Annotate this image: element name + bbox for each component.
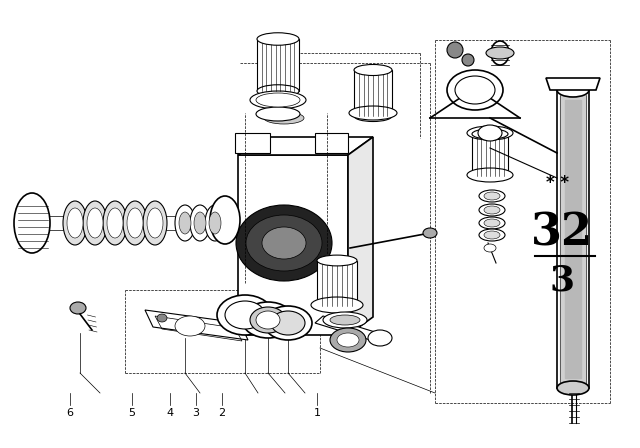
Ellipse shape (491, 41, 509, 65)
Ellipse shape (472, 129, 508, 139)
Ellipse shape (256, 311, 280, 329)
Ellipse shape (447, 42, 463, 58)
Ellipse shape (67, 208, 83, 238)
Polygon shape (145, 310, 248, 340)
Polygon shape (565, 100, 581, 378)
Ellipse shape (107, 208, 123, 238)
Ellipse shape (479, 217, 505, 229)
Text: * *: * * (545, 174, 568, 192)
Ellipse shape (462, 54, 474, 66)
Bar (354, 70, 392, 116)
Ellipse shape (354, 65, 392, 76)
Ellipse shape (467, 126, 513, 140)
Ellipse shape (143, 201, 167, 245)
Ellipse shape (330, 328, 366, 352)
Polygon shape (238, 137, 373, 155)
Ellipse shape (264, 112, 304, 124)
Text: 1: 1 (314, 408, 321, 418)
Polygon shape (348, 137, 373, 335)
Ellipse shape (330, 315, 360, 325)
Ellipse shape (354, 111, 392, 121)
Text: 4: 4 (166, 408, 173, 418)
Bar (557, 90, 589, 388)
Ellipse shape (323, 312, 367, 328)
Ellipse shape (103, 201, 127, 245)
Text: 5: 5 (129, 408, 136, 418)
Ellipse shape (257, 33, 299, 45)
Ellipse shape (486, 47, 514, 59)
Text: 32: 32 (531, 211, 593, 254)
Ellipse shape (210, 196, 240, 244)
Ellipse shape (311, 297, 363, 313)
Ellipse shape (467, 168, 513, 182)
Ellipse shape (472, 171, 508, 181)
Ellipse shape (368, 330, 392, 346)
Ellipse shape (250, 91, 306, 109)
Ellipse shape (179, 212, 191, 234)
Ellipse shape (127, 208, 143, 238)
Polygon shape (315, 316, 388, 343)
Ellipse shape (256, 107, 300, 121)
Text: 6: 6 (67, 408, 74, 418)
Ellipse shape (447, 70, 503, 110)
Polygon shape (315, 133, 348, 153)
Ellipse shape (123, 201, 147, 245)
Polygon shape (238, 155, 348, 335)
Ellipse shape (14, 193, 50, 253)
Ellipse shape (484, 192, 500, 200)
Ellipse shape (257, 85, 299, 97)
Ellipse shape (262, 227, 306, 259)
Text: 3: 3 (193, 408, 200, 418)
Text: 2: 2 (218, 408, 225, 418)
Polygon shape (235, 133, 270, 153)
Ellipse shape (209, 212, 221, 234)
Polygon shape (560, 95, 586, 383)
Ellipse shape (423, 228, 437, 238)
Ellipse shape (484, 219, 500, 227)
Ellipse shape (484, 231, 500, 239)
Ellipse shape (205, 205, 225, 241)
Ellipse shape (337, 333, 359, 347)
Ellipse shape (157, 314, 167, 322)
Ellipse shape (478, 125, 502, 141)
Ellipse shape (479, 204, 505, 216)
Ellipse shape (175, 316, 205, 336)
Ellipse shape (236, 205, 332, 281)
Ellipse shape (484, 206, 500, 214)
Ellipse shape (479, 190, 505, 202)
Ellipse shape (175, 205, 195, 241)
Ellipse shape (484, 244, 496, 252)
Bar (257, 39, 299, 91)
Ellipse shape (479, 229, 505, 241)
Bar (472, 134, 508, 176)
Ellipse shape (242, 302, 294, 338)
Ellipse shape (63, 201, 87, 245)
Ellipse shape (271, 311, 305, 335)
Text: 3: 3 (549, 263, 575, 297)
Ellipse shape (83, 201, 107, 245)
Bar (317, 260, 357, 306)
Ellipse shape (147, 208, 163, 238)
Ellipse shape (557, 83, 589, 97)
Ellipse shape (225, 301, 265, 329)
Ellipse shape (217, 295, 273, 335)
Ellipse shape (256, 93, 300, 107)
Ellipse shape (190, 205, 210, 241)
Ellipse shape (246, 215, 322, 271)
Ellipse shape (317, 255, 357, 266)
Ellipse shape (264, 306, 312, 340)
Polygon shape (546, 78, 600, 90)
Ellipse shape (87, 208, 103, 238)
Ellipse shape (349, 106, 397, 120)
Ellipse shape (455, 76, 495, 104)
Ellipse shape (250, 307, 286, 333)
Ellipse shape (317, 300, 357, 311)
Ellipse shape (70, 302, 86, 314)
Ellipse shape (194, 212, 206, 234)
Ellipse shape (557, 381, 589, 395)
